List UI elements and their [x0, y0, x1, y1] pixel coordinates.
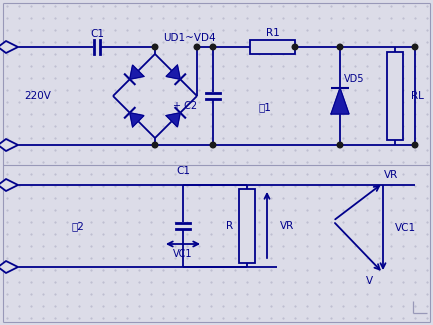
Polygon shape [331, 88, 349, 114]
Text: UD1~VD4: UD1~VD4 [163, 33, 216, 43]
Polygon shape [0, 179, 18, 191]
Circle shape [292, 44, 298, 50]
Bar [250, 40, 295, 54]
Text: R: R [226, 221, 233, 231]
Text: VR: VR [280, 221, 294, 231]
Circle shape [412, 44, 418, 50]
Polygon shape [0, 41, 18, 53]
Polygon shape [0, 139, 18, 151]
Text: C1: C1 [90, 29, 104, 39]
Polygon shape [0, 261, 18, 273]
Text: VR: VR [384, 170, 398, 180]
Circle shape [337, 44, 343, 50]
Text: V: V [365, 276, 372, 286]
Polygon shape [166, 65, 180, 79]
Text: VC1: VC1 [394, 223, 416, 233]
Text: RL: RL [411, 91, 424, 101]
Polygon shape [130, 113, 144, 127]
Text: C1: C1 [176, 166, 190, 176]
Circle shape [152, 142, 158, 148]
Circle shape [412, 142, 418, 148]
Text: + C2: + C2 [173, 101, 197, 111]
Text: VC1: VC1 [173, 249, 193, 259]
Circle shape [194, 44, 200, 50]
Circle shape [210, 44, 216, 50]
Bar [387, 52, 403, 140]
Polygon shape [130, 65, 144, 79]
Circle shape [210, 142, 216, 148]
Text: 220V: 220V [25, 91, 52, 101]
Polygon shape [166, 113, 180, 127]
Circle shape [337, 142, 343, 148]
Text: 图1: 图1 [259, 102, 271, 112]
Circle shape [152, 44, 158, 50]
Bar [239, 189, 255, 263]
Text: R1: R1 [265, 28, 279, 38]
Text: VD5: VD5 [344, 74, 365, 84]
Text: 图2: 图2 [71, 221, 84, 231]
